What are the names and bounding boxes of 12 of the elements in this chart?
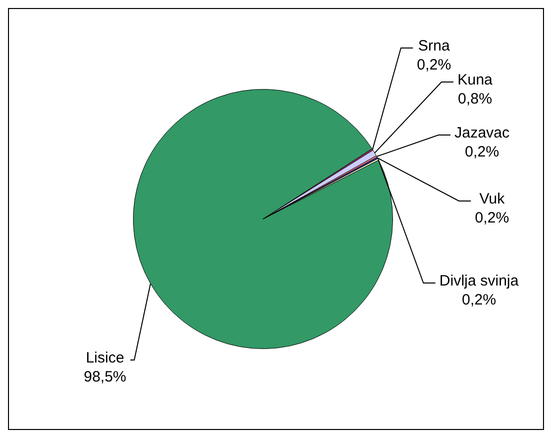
slice-label: Srna (418, 38, 450, 55)
data-label: 0,2% (462, 292, 496, 309)
slice-label: Divlja svinja (439, 272, 520, 290)
slice-label: Kuna (457, 72, 494, 89)
slice-label: Jazavac (454, 124, 510, 142)
data-label: 98,5% (84, 368, 126, 386)
slice-label: Lisice (86, 350, 124, 367)
data-label: 0,8% (458, 90, 492, 108)
slice-label: Vuk (479, 190, 506, 208)
data-label: 0,2% (474, 210, 510, 227)
data-label: 0,2% (416, 56, 452, 74)
data-label: 0,2% (464, 144, 500, 161)
